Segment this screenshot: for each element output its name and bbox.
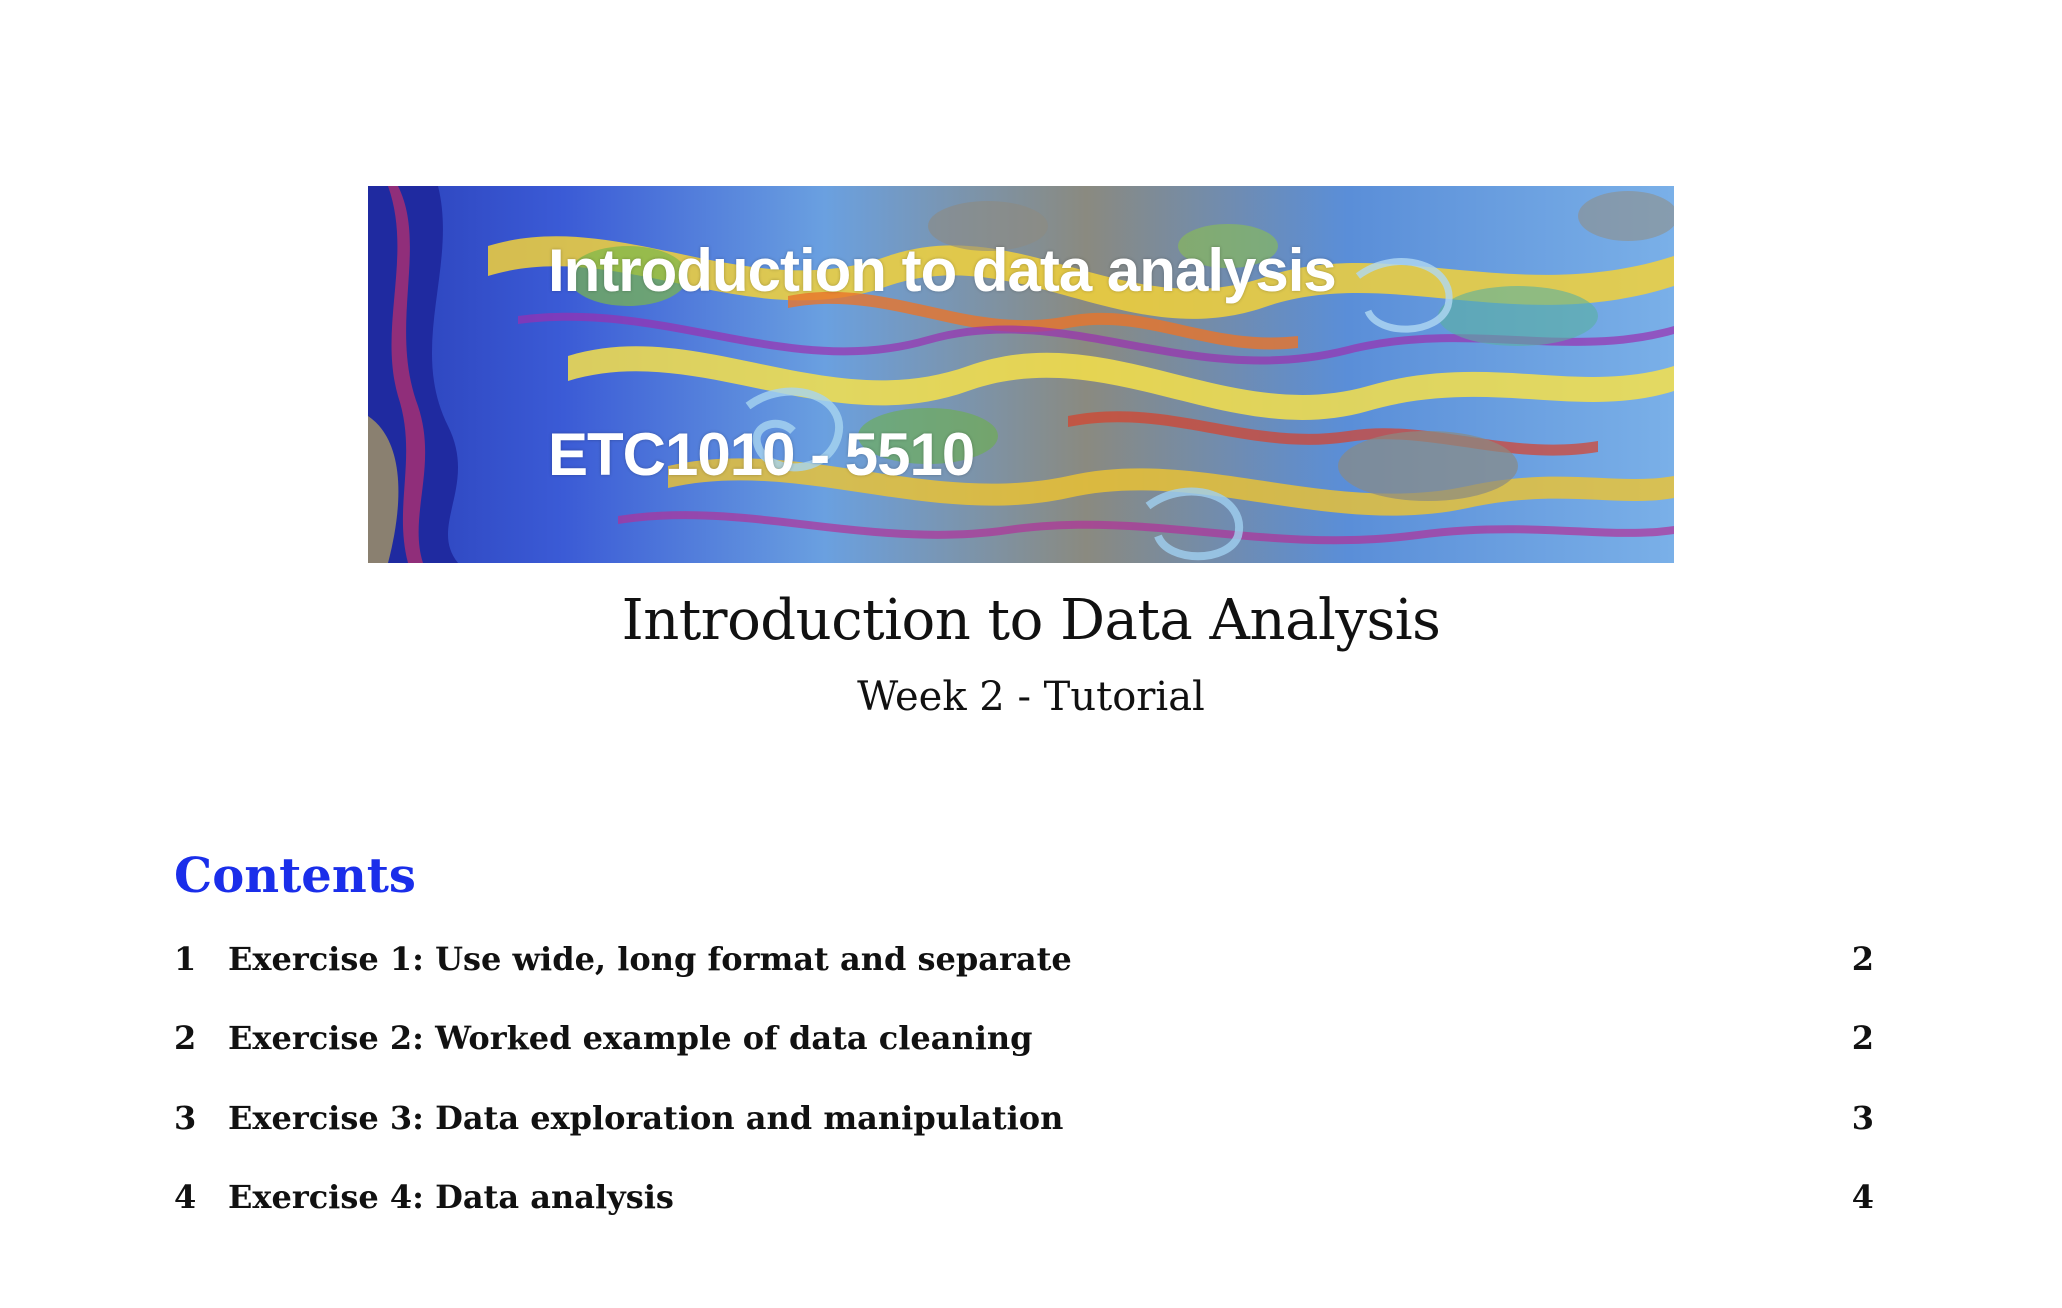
banner-image: Introduction to data analysis ETC1010 - … bbox=[368, 186, 1674, 563]
toc-entry-number: 4 bbox=[174, 1178, 197, 1216]
toc-entry-label[interactable]: Exercise 3: Data exploration and manipul… bbox=[228, 1099, 1064, 1137]
toc-entry-number: 3 bbox=[174, 1099, 197, 1137]
contents-heading: Contents bbox=[174, 848, 416, 904]
toc-entry[interactable]: 2 Exercise 2: Worked example of data cle… bbox=[174, 1019, 1874, 1069]
document-subtitle: Week 2 - Tutorial bbox=[857, 674, 1205, 720]
marbled-background bbox=[368, 186, 1674, 563]
banner-course-code: ETC1010 - 5510 bbox=[548, 421, 975, 488]
document-title: Introduction to Data Analysis bbox=[621, 588, 1441, 653]
toc-entry-page[interactable]: 4 bbox=[1851, 1178, 1874, 1216]
toc-entry-page[interactable]: 3 bbox=[1851, 1099, 1874, 1137]
toc-entry[interactable]: 3 Exercise 3: Data exploration and manip… bbox=[174, 1099, 1874, 1149]
toc-entry[interactable]: 1 Exercise 1: Use wide, long format and … bbox=[174, 940, 1874, 990]
banner-title: Introduction to data analysis bbox=[548, 237, 1337, 304]
toc-entry-number: 1 bbox=[174, 940, 197, 978]
toc-entry-label[interactable]: Exercise 2: Worked example of data clean… bbox=[228, 1019, 1033, 1057]
toc-entry-number: 2 bbox=[174, 1019, 197, 1057]
toc-entry-label[interactable]: Exercise 4: Data analysis bbox=[228, 1178, 674, 1216]
toc-entry[interactable]: 4 Exercise 4: Data analysis 4 bbox=[174, 1178, 1874, 1228]
toc-entry-page[interactable]: 2 bbox=[1851, 1019, 1874, 1057]
toc-entry-label[interactable]: Exercise 1: Use wide, long format and se… bbox=[228, 940, 1072, 978]
toc-entry-page[interactable]: 2 bbox=[1851, 940, 1874, 978]
